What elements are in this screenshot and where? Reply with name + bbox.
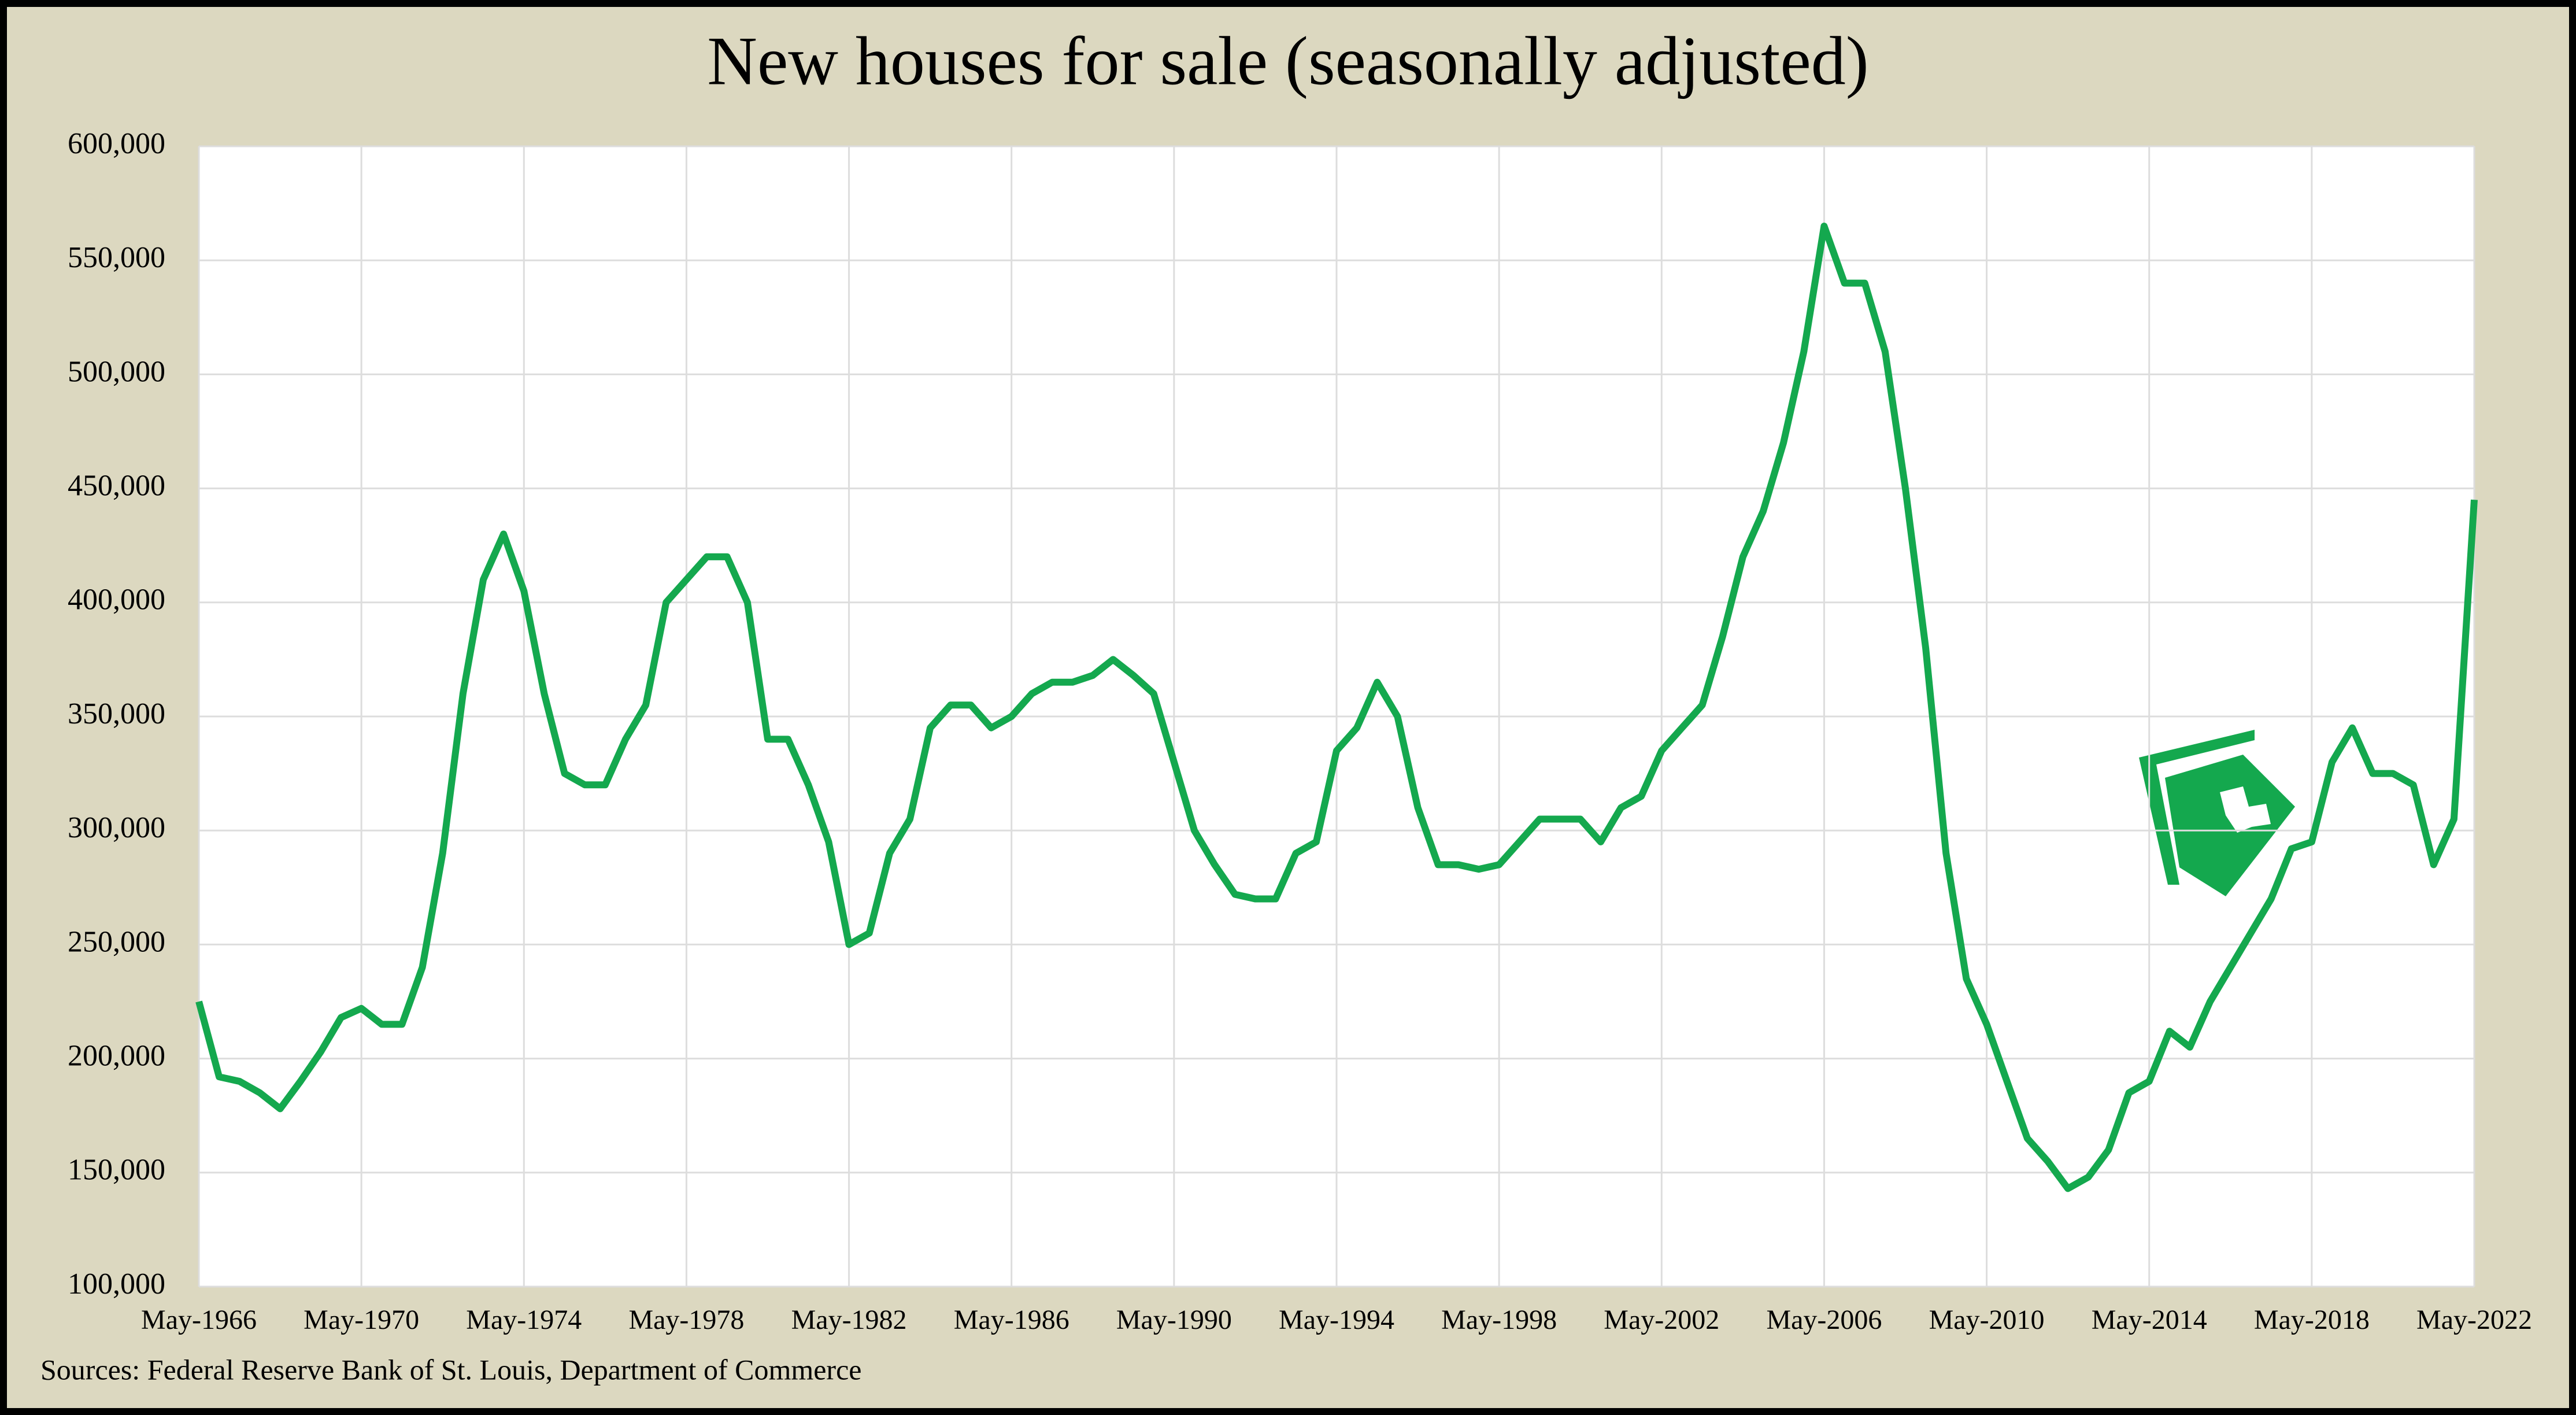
x-tick-label: May-2018 (2254, 1305, 2370, 1335)
x-tick-label: May-2002 (1604, 1305, 1719, 1335)
x-tick-label: May-1974 (466, 1305, 582, 1335)
y-tick-label: 200,000 (68, 1040, 165, 1073)
x-tick-label: May-1986 (954, 1305, 1069, 1335)
x-tick-label: May-1982 (791, 1305, 907, 1335)
x-tick-label: May-1970 (304, 1305, 419, 1335)
x-tick-label: May-1990 (1116, 1305, 1232, 1335)
chart-title: New houses for sale (seasonally adjusted… (707, 23, 1868, 99)
x-tick-label: May-2010 (1929, 1305, 2045, 1335)
y-tick-label: 150,000 (68, 1154, 165, 1187)
data-line (195, 223, 2478, 1192)
x-tick-label: May-2014 (2092, 1305, 2207, 1335)
grid: 100,000 150,000 200,000 250,000 300,000 350,0… (68, 127, 2532, 1335)
x-tick-label: May-1994 (1279, 1305, 1394, 1335)
x-tick-label: May-1966 (141, 1305, 257, 1335)
x-tick-label: May-1998 (1441, 1305, 1557, 1335)
y-tick-label: 600,000 (68, 127, 165, 160)
y-tick-label: 450,000 (68, 470, 165, 503)
x-tick-label: May-2006 (1766, 1305, 1882, 1335)
x-tick-label: May-1978 (628, 1305, 744, 1335)
source-note: Sources: Federal Reserve Bank of St. Lou… (40, 1353, 861, 1386)
y-tick-label: 400,000 (68, 583, 165, 616)
y-tick-label: 500,000 (68, 355, 165, 388)
y-tick-label: 300,000 (68, 811, 165, 844)
y-tick-label: 350,000 (68, 697, 165, 730)
y-tick-label: 250,000 (68, 925, 165, 958)
series (195, 223, 2478, 1192)
y-tick-label: 100,000 (68, 1268, 165, 1301)
logo (2139, 730, 2295, 896)
y-tick-label: 550,000 (68, 241, 165, 274)
x-tick-label: May-2022 (2416, 1305, 2532, 1335)
